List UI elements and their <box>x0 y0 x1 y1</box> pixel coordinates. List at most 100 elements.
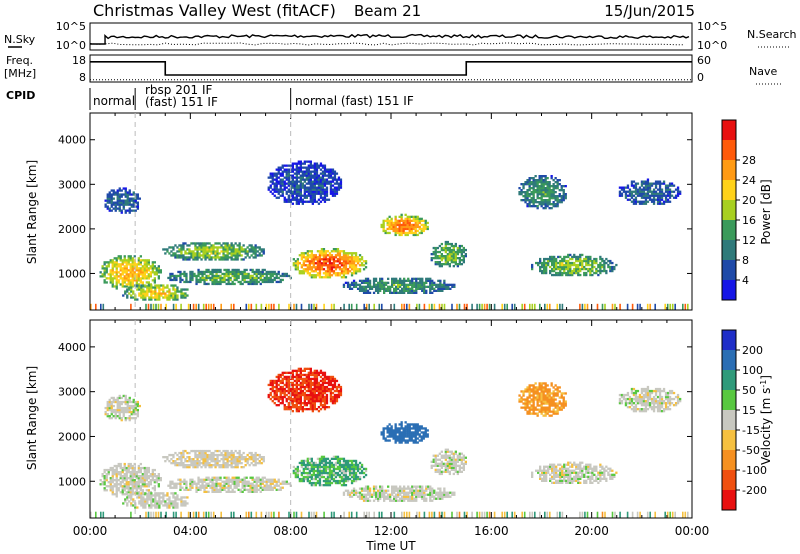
power-cell <box>201 270 204 274</box>
power-cell <box>344 264 348 267</box>
power-cell <box>330 262 334 265</box>
power-cell <box>587 257 590 261</box>
power-cell <box>295 164 298 167</box>
power-cell <box>544 179 547 182</box>
power-cell <box>291 186 294 189</box>
velocity-cell <box>310 477 313 481</box>
power-cell <box>127 257 130 260</box>
power-cell <box>338 262 342 265</box>
power-cell <box>333 303 335 310</box>
power-cell <box>184 294 187 297</box>
power-cell <box>275 276 278 280</box>
power-cell <box>112 193 115 196</box>
power-cell <box>130 193 133 196</box>
velocity-cell <box>111 485 114 488</box>
power-cell <box>151 261 154 264</box>
power-cell <box>339 184 343 187</box>
power-cell <box>189 270 192 274</box>
power-cell <box>319 192 323 195</box>
velocity-cell <box>279 482 282 485</box>
velocity-cell <box>314 469 317 473</box>
power-cell <box>222 254 225 257</box>
power-cell <box>397 283 400 286</box>
power-cell <box>227 274 230 278</box>
velocity-cell <box>251 488 254 491</box>
velocity-cell <box>179 488 182 491</box>
power-cell <box>327 168 331 171</box>
velocity-cell <box>326 457 330 460</box>
power-cell <box>157 271 160 274</box>
power-cell <box>411 289 414 292</box>
power-cell <box>236 244 239 247</box>
power-cell <box>377 291 380 294</box>
power-cell <box>143 275 146 278</box>
velocity-cell <box>142 500 145 503</box>
power-cell <box>423 289 426 292</box>
power-cell <box>336 250 340 253</box>
velocity-cell <box>126 496 129 499</box>
velocity-cell <box>231 482 234 485</box>
power-cell <box>294 264 297 267</box>
power-cell <box>196 242 199 245</box>
power-cell <box>436 263 439 266</box>
power-cell <box>433 289 436 292</box>
power-cell <box>119 275 122 278</box>
power-cell <box>333 178 337 181</box>
power-cell <box>444 240 447 244</box>
power-cell <box>646 194 650 197</box>
power-cell <box>539 261 542 265</box>
power-cell <box>554 195 557 198</box>
velocity-cell <box>238 451 241 455</box>
velocity-cell <box>226 462 229 465</box>
power-cell <box>601 259 604 263</box>
velocity-cell <box>250 458 253 461</box>
power-cell <box>318 266 322 269</box>
power-cell <box>346 258 350 261</box>
power-cell <box>174 256 177 259</box>
power-cell <box>652 190 656 193</box>
power-cell <box>113 265 116 268</box>
velocity-cell <box>206 453 209 457</box>
power-cell <box>317 174 321 177</box>
velocity-cell <box>202 462 205 465</box>
velocity-cell <box>153 487 156 490</box>
power-cell <box>213 282 216 286</box>
velocity-cell <box>249 476 252 479</box>
power-cell <box>293 168 296 171</box>
power-cell <box>431 291 434 294</box>
power-cell <box>388 227 391 231</box>
velocity-cell <box>243 476 246 479</box>
power-cell <box>425 279 428 282</box>
power-cell <box>322 258 326 261</box>
power-cell <box>319 196 323 199</box>
power-cell <box>464 255 467 258</box>
velocity-cell <box>342 491 346 494</box>
power-cell <box>231 280 234 284</box>
power-cell <box>121 283 124 286</box>
power-cell <box>414 223 417 227</box>
power-cell <box>656 196 660 199</box>
velocity-cell <box>215 480 218 483</box>
power-cell <box>397 291 400 294</box>
power-cell <box>252 248 255 251</box>
velocity-cell <box>330 473 334 477</box>
power-cell <box>538 187 541 190</box>
velocity-cell <box>200 449 203 453</box>
power-cell <box>277 272 280 276</box>
velocity-cell <box>381 485 384 488</box>
power-cell <box>666 190 670 193</box>
power-cell <box>415 285 418 288</box>
power-cell <box>348 252 352 255</box>
velocity-cell <box>131 481 134 484</box>
power-cell <box>395 281 398 284</box>
power-cell <box>315 188 319 191</box>
power-cell <box>448 255 451 258</box>
power-cell <box>261 280 264 284</box>
power-cell <box>269 172 272 175</box>
velocity-cell <box>192 460 195 463</box>
velocity-cell <box>308 471 311 475</box>
power-cell <box>307 188 310 191</box>
cpid-mode-rbsp: rbsp 201 IF <box>145 83 212 97</box>
power-cell <box>224 256 227 259</box>
power-cell <box>275 180 278 183</box>
